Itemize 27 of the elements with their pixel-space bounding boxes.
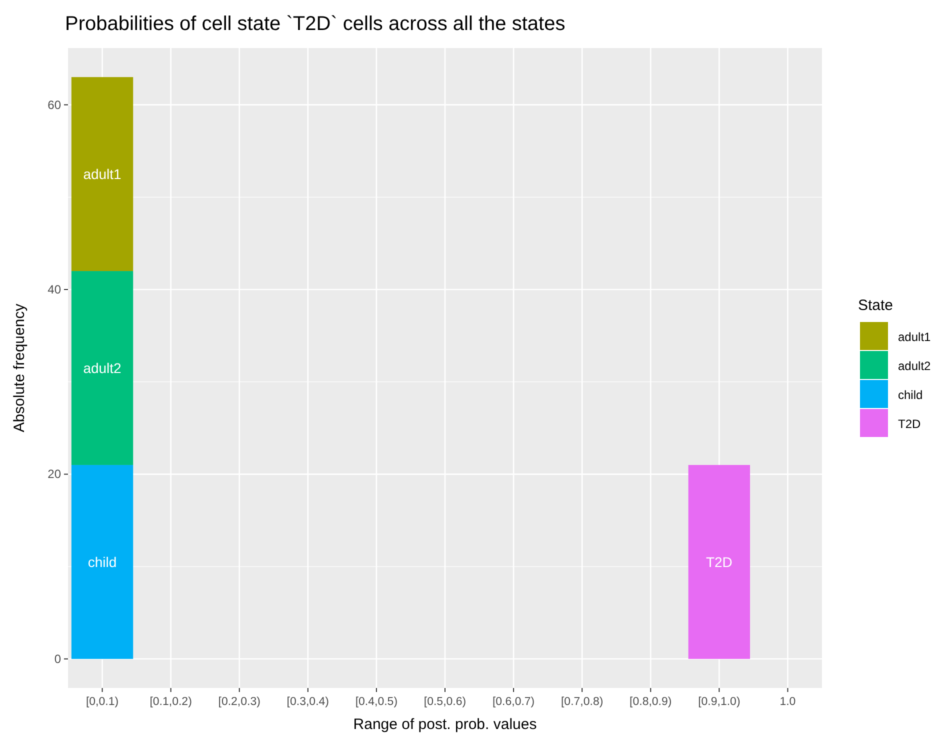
legend-title: State bbox=[858, 297, 894, 314]
x-tick-label: [0,0.1) bbox=[86, 696, 119, 708]
x-tick-label: [0.3,0.4) bbox=[286, 696, 330, 708]
x-tick-label: [0.5,0.6) bbox=[424, 696, 466, 708]
x-tick-label: [0.6,0.7) bbox=[492, 696, 535, 708]
legend-label: adult2 bbox=[898, 359, 932, 373]
x-axis-title: Range of post. prob. values bbox=[353, 716, 537, 733]
y-axis-title: Absolute frequency bbox=[11, 303, 28, 432]
legend-label: child bbox=[898, 388, 923, 402]
x-tick-label: [0.4,0.5) bbox=[355, 696, 398, 708]
y-tick-label: 60 bbox=[48, 98, 62, 112]
text: T2D bbox=[706, 554, 732, 570]
x-tick-label: [0.2,0.3) bbox=[218, 696, 261, 708]
x-tick-label: [0.1,0.2) bbox=[150, 696, 192, 708]
x-tick-label: [0.7,0.8) bbox=[560, 696, 604, 708]
x-tick-label: [0.9,1.0) bbox=[698, 696, 740, 708]
legend-label: T2D bbox=[898, 417, 922, 431]
text: adult2 bbox=[83, 360, 122, 376]
text: adult1 bbox=[83, 166, 122, 182]
x-tick-label: [0.8,0.9) bbox=[630, 696, 672, 708]
y-tick-label: 40 bbox=[48, 282, 62, 296]
x-tick-label: 1.0 bbox=[780, 696, 796, 708]
text: child bbox=[88, 554, 117, 570]
y-tick-label: 20 bbox=[48, 467, 62, 482]
y-tick-label: 0 bbox=[54, 652, 62, 666]
legend-label: adult1 bbox=[898, 330, 932, 344]
chart-title: Probabilities of cell state `T2D` cells across all the states bbox=[65, 13, 566, 35]
